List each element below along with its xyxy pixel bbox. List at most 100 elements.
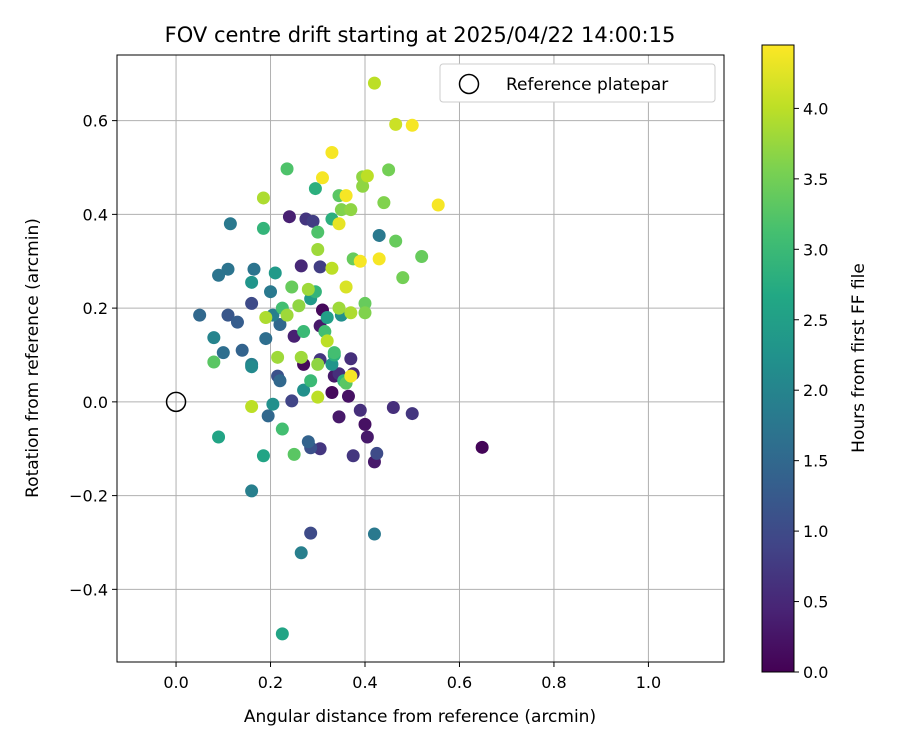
data-point — [235, 343, 249, 357]
data-point — [320, 310, 334, 324]
colorbar-tick-label: 2.0 — [803, 381, 828, 400]
data-point — [207, 331, 221, 345]
data-point — [282, 210, 296, 224]
y-tick-label: 0.2 — [83, 299, 108, 318]
data-point — [259, 310, 273, 324]
data-point — [297, 325, 311, 339]
data-point — [389, 234, 403, 248]
data-point — [264, 285, 278, 299]
data-point — [389, 117, 403, 131]
data-point — [360, 430, 374, 444]
data-point — [245, 400, 259, 414]
colorbar-tick-label: 0.5 — [803, 593, 828, 612]
data-point — [301, 282, 315, 296]
colorbar-tick-label: 3.0 — [803, 240, 828, 259]
data-point — [285, 280, 299, 294]
chart-title: FOV centre drift starting at 2025/04/22 … — [165, 23, 676, 47]
data-point — [339, 280, 353, 294]
colorbar-tick-label: 2.5 — [803, 311, 828, 330]
colorbar-gradient — [761, 44, 795, 673]
data-point — [304, 526, 318, 540]
data-point — [320, 334, 334, 348]
data-point — [247, 262, 261, 276]
x-axis-label: Angular distance from reference (arcmin) — [244, 707, 596, 727]
data-point — [311, 243, 325, 257]
x-tick-label: 0.4 — [352, 673, 377, 692]
y-tick-label: −0.4 — [69, 580, 108, 599]
grid-lines — [117, 55, 724, 662]
data-point — [294, 259, 308, 273]
data-point — [275, 627, 289, 641]
x-tick-label: 1.0 — [636, 673, 661, 692]
data-point — [475, 440, 489, 454]
data-point — [405, 118, 419, 132]
data-point — [358, 296, 372, 310]
data-point — [275, 422, 289, 436]
data-point — [358, 417, 372, 431]
y-tick-label: 0.4 — [83, 205, 108, 224]
data-point — [221, 308, 235, 322]
data-point — [256, 191, 270, 205]
data-point — [268, 266, 282, 280]
data-point — [311, 357, 325, 371]
data-point — [285, 394, 299, 408]
data-point — [256, 221, 270, 235]
data-point — [346, 449, 360, 463]
legend-box — [439, 63, 716, 103]
plot-frame — [116, 54, 725, 663]
data-point — [356, 179, 370, 193]
data-point — [358, 306, 372, 320]
data-point — [306, 214, 320, 228]
data-point — [245, 296, 259, 310]
x-tick-label: 0.8 — [541, 673, 566, 692]
data-point — [344, 352, 358, 366]
data-point — [313, 260, 327, 274]
data-point — [245, 360, 259, 374]
data-point — [280, 162, 294, 176]
data-point — [280, 308, 294, 322]
colorbar: 0.0 0.5 1.0 1.5 2.0 2.5 3.0 3.5 4.0 Hours from f… — [761, 44, 869, 682]
data-point — [332, 410, 346, 424]
data-point — [304, 374, 318, 388]
data-point — [259, 332, 273, 346]
x-axis-ticks: 0.0 0.2 0.4 0.6 0.8 1.0 — [163, 662, 661, 692]
data-point — [353, 254, 367, 268]
data-point — [301, 435, 315, 449]
y-tick-label: −0.2 — [69, 487, 108, 506]
data-point — [221, 262, 235, 276]
data-point — [382, 163, 396, 177]
x-tick-label: 0.6 — [447, 673, 472, 692]
data-point — [372, 228, 386, 242]
data-point — [207, 355, 221, 369]
colorbar-label: Hours from first FF file — [849, 263, 869, 453]
data-point — [405, 407, 419, 421]
colorbar-tick-label: 1.0 — [803, 522, 828, 541]
data-point — [325, 261, 339, 275]
data-point — [212, 268, 226, 282]
data-point — [193, 308, 207, 322]
data-point — [313, 442, 327, 456]
colorbar-tick-label: 1.5 — [803, 452, 828, 471]
data-point — [415, 250, 429, 264]
data-point — [230, 315, 244, 329]
data-point — [212, 430, 226, 444]
data-point — [377, 196, 391, 210]
data-point — [271, 350, 285, 364]
y-tick-label: 0.0 — [83, 393, 108, 412]
colorbar-tick-label: 0.0 — [803, 663, 828, 682]
data-point — [360, 169, 374, 183]
data-point — [332, 301, 346, 315]
data-point — [273, 374, 287, 388]
data-point — [370, 446, 384, 460]
data-point — [386, 400, 400, 414]
data-point — [294, 546, 308, 560]
data-point — [273, 318, 287, 332]
data-point — [315, 171, 329, 185]
data-point — [372, 252, 386, 266]
colorbar-tick-label: 4.0 — [803, 99, 828, 118]
data-point — [344, 306, 358, 320]
y-axis-label: Rotation from reference (arcmin) — [23, 218, 43, 498]
data-point — [292, 299, 306, 313]
